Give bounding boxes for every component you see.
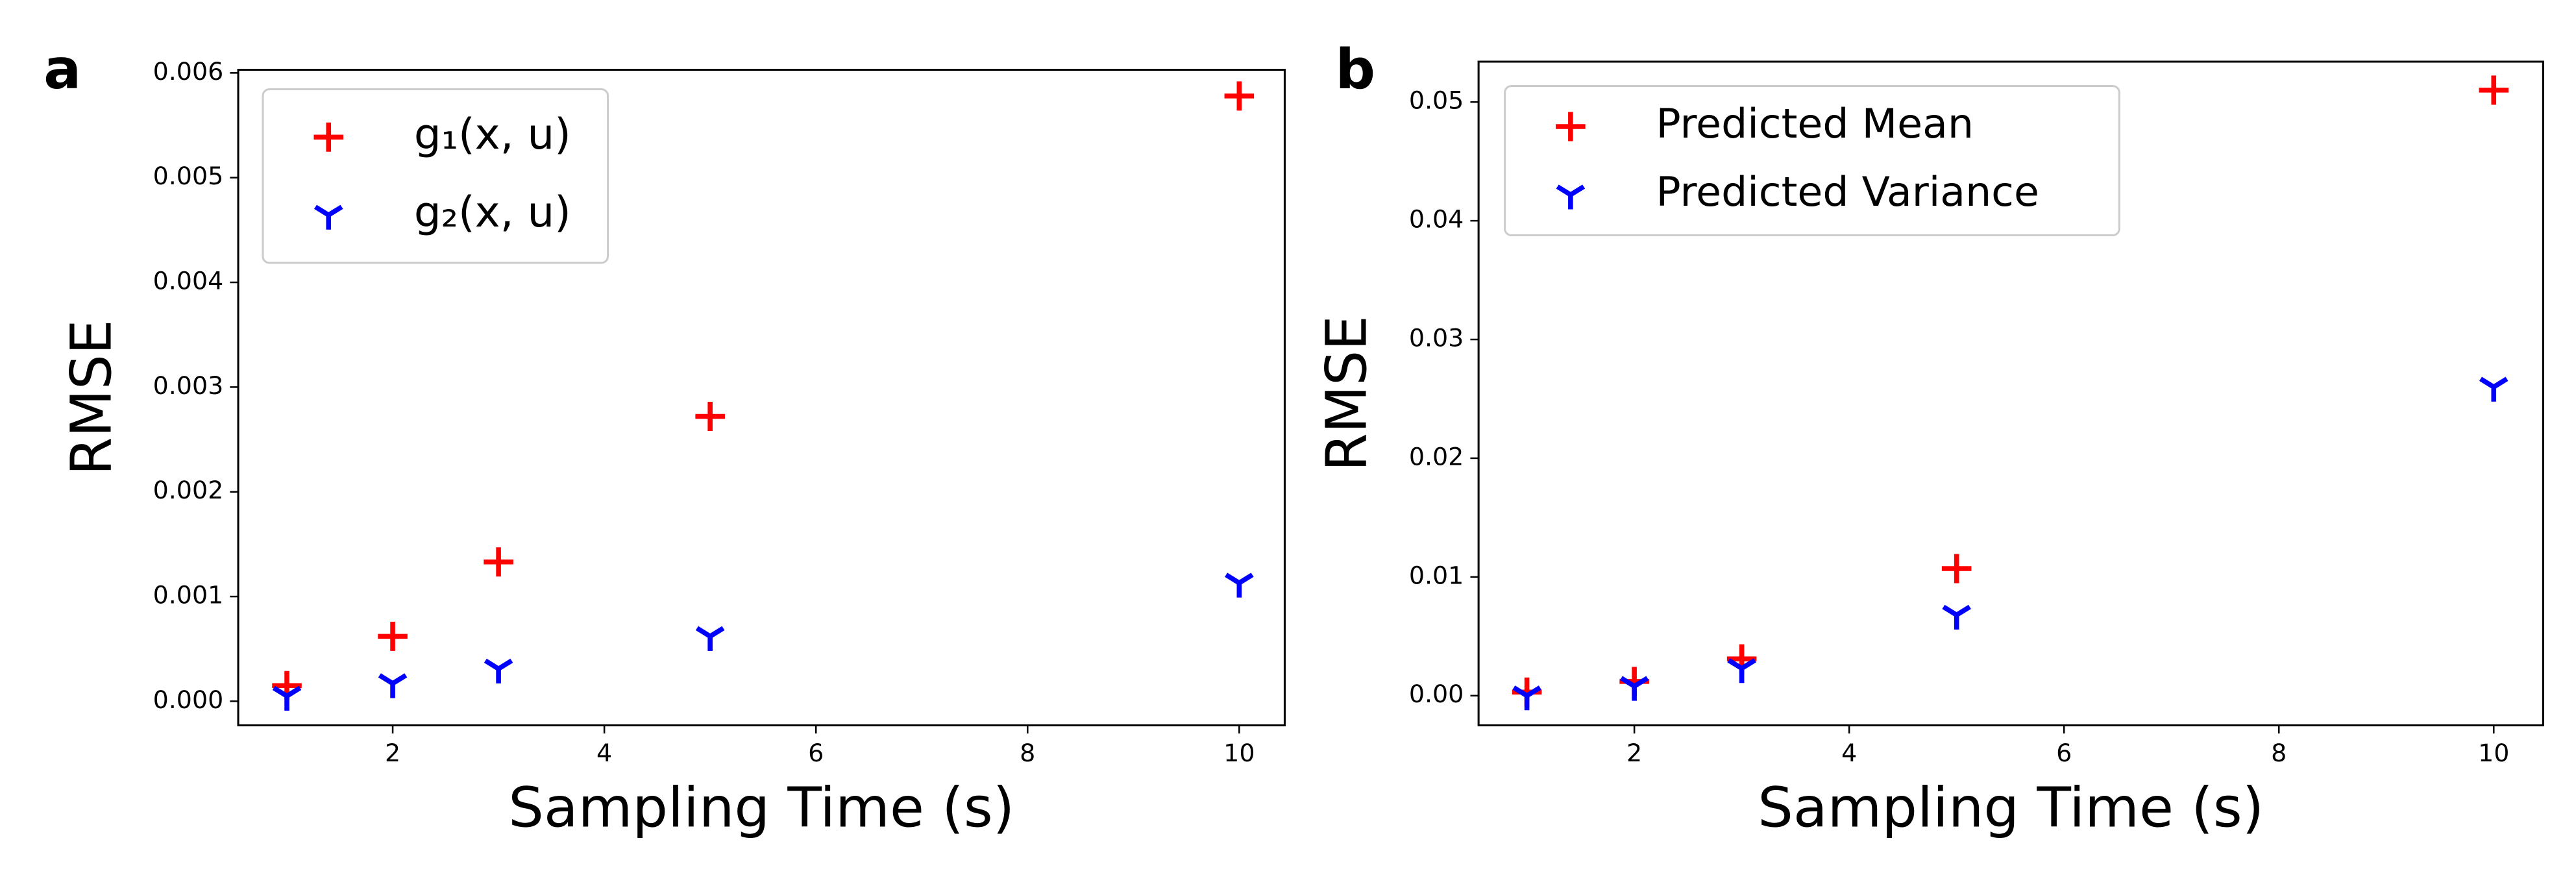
x-tick-label: 2: [1626, 739, 1642, 767]
y-tick-label: 0.005: [153, 162, 224, 190]
legend-label: Predicted Mean: [1656, 100, 1974, 147]
y-tick-label: 0.03: [1409, 324, 1464, 352]
data-point: [272, 685, 302, 711]
y-tick-label: 0.02: [1409, 443, 1464, 471]
x-tick-label: 2: [385, 739, 400, 767]
legend-marker: [1556, 184, 1586, 210]
legend-marker: [313, 204, 343, 230]
y-tick-label: 0.04: [1409, 205, 1464, 234]
data-point: [1942, 604, 1971, 630]
data-point: [484, 658, 513, 683]
x-tick-label: 8: [1020, 739, 1035, 767]
data-point: [2479, 75, 2509, 105]
data-point: [1224, 81, 1255, 111]
data-point: [695, 626, 725, 651]
panel-label: a: [43, 38, 81, 101]
legend-label: g₂(x, u): [414, 188, 571, 238]
y-tick-label: 0.000: [153, 685, 224, 714]
data-point: [695, 402, 725, 432]
x-tick-label: 4: [596, 739, 612, 767]
legend-label: g₁(x, u): [414, 110, 571, 160]
legend-box: [1504, 85, 2120, 236]
y-axis-label: RMSE: [60, 319, 125, 475]
x-tick-label: 10: [1223, 739, 1255, 767]
x-tick-label: 10: [2478, 739, 2509, 767]
y-tick-label: 0.004: [153, 267, 224, 295]
data-point: [378, 673, 408, 698]
y-axis-label: RMSE: [1315, 315, 1380, 471]
y-tick-label: 0.001: [153, 581, 224, 609]
legend-marker: [313, 122, 344, 152]
legend-box: [262, 88, 609, 264]
y-tick-label: 0.003: [153, 371, 224, 400]
plot-frame: [237, 69, 1286, 726]
x-tick-label: 6: [808, 739, 824, 767]
x-tick-label: 6: [2056, 739, 2072, 767]
data-point: [1512, 685, 1541, 711]
panel-label: b: [1335, 38, 1375, 101]
data-point: [2479, 376, 2509, 402]
x-axis-label: Sampling Time (s): [508, 776, 1014, 840]
y-tick-label: 0.01: [1409, 561, 1464, 590]
plot-frame: [1477, 60, 2544, 726]
x-tick-label: 4: [1841, 739, 1857, 767]
y-tick-label: 0.00: [1409, 680, 1464, 708]
y-tick-label: 0.002: [153, 476, 224, 504]
data-point: [1727, 658, 1756, 683]
y-tick-label: 0.006: [153, 57, 224, 86]
data-point: [1619, 676, 1649, 701]
x-tick-label: 8: [2271, 739, 2287, 767]
data-point: [484, 547, 513, 577]
legend-marker: [1556, 112, 1586, 142]
data-point: [1225, 572, 1254, 598]
x-axis-label: Sampling Time (s): [1758, 776, 2264, 840]
data-point: [1941, 554, 1972, 584]
data-point: [378, 621, 408, 651]
y-tick-label: 0.05: [1409, 86, 1464, 115]
legend-label: Predicted Variance: [1656, 168, 2039, 215]
